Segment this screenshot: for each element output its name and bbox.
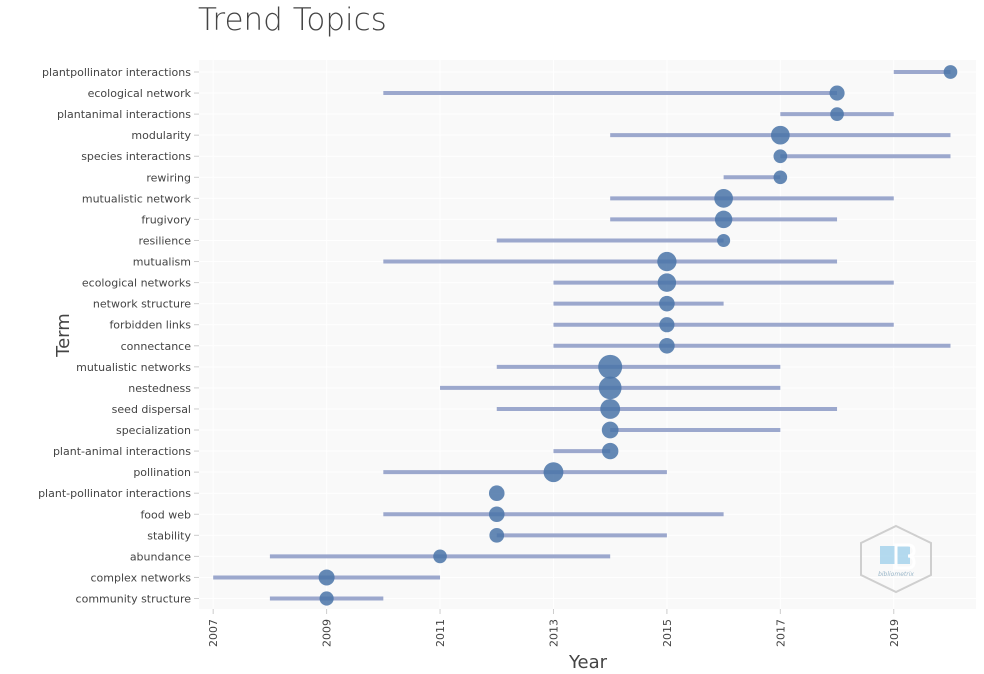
median-year-point[interactable]: [433, 549, 447, 564]
svg-text:bibliometrix: bibliometrix: [878, 571, 914, 578]
term-label: food web: [140, 508, 191, 521]
chart-title: Trend Topics: [198, 2, 387, 38]
x-tick-label: 2017: [774, 619, 787, 647]
median-year-point[interactable]: [714, 188, 733, 208]
term-label: ecological network: [88, 87, 192, 100]
median-year-point[interactable]: [717, 233, 731, 248]
term-label: frugivory: [141, 213, 191, 226]
term-label: plant-pollinator interactions: [38, 487, 191, 500]
term-label: plantpollinator interactions: [42, 66, 191, 79]
median-year-point[interactable]: [319, 591, 334, 606]
term-label: modularity: [131, 129, 191, 142]
median-year-point[interactable]: [657, 273, 677, 292]
term-label: stability: [147, 529, 191, 542]
term-label: forbidden links: [109, 319, 191, 332]
term-label: seed dispersal: [112, 403, 191, 416]
median-year-point[interactable]: [829, 85, 845, 101]
x-tick-label: 2019: [888, 619, 901, 647]
x-tick-label: 2009: [321, 619, 334, 647]
median-year-point[interactable]: [830, 107, 844, 121]
y-tick-labels: plantpollinator interactions ecological n…: [38, 66, 192, 606]
median-year-point[interactable]: [543, 462, 564, 483]
logo-badge: bibliometrix: [860, 524, 932, 594]
x-tick-label: 2013: [547, 619, 560, 647]
term-label: complex networks: [90, 571, 191, 584]
term-label: specialization: [116, 424, 191, 437]
x-tick-label: 2015: [661, 619, 674, 647]
median-year-point[interactable]: [714, 210, 733, 229]
plot-panel: [199, 60, 976, 609]
median-year-point[interactable]: [943, 65, 958, 79]
term-label: abundance: [130, 550, 191, 563]
term-label: nestedness: [128, 382, 191, 395]
term-label: mutualism: [133, 256, 191, 269]
term-label: plantanimal interactions: [57, 108, 191, 121]
term-label: plant-animal interactions: [53, 445, 191, 458]
median-year-point[interactable]: [601, 421, 619, 439]
median-year-point[interactable]: [598, 354, 623, 379]
point-layer: [318, 65, 958, 606]
median-year-point[interactable]: [488, 485, 505, 501]
median-year-point[interactable]: [773, 170, 788, 185]
x-tick-label: 2011: [434, 619, 447, 647]
x-axis-title: Year: [568, 652, 608, 673]
median-year-point[interactable]: [770, 125, 790, 145]
median-year-point[interactable]: [773, 149, 788, 164]
term-label: community structure: [76, 593, 192, 606]
term-label: ecological networks: [82, 277, 191, 290]
median-year-point[interactable]: [489, 527, 505, 543]
term-label: mutualistic networks: [76, 361, 191, 374]
median-year-point[interactable]: [659, 337, 675, 354]
median-year-point[interactable]: [488, 506, 505, 523]
term-label: connectance: [121, 340, 192, 353]
term-label: pollination: [133, 466, 191, 479]
median-year-point[interactable]: [657, 251, 677, 272]
x-tick-labels: 2007 2009 2011 2013 2015 2017 2019: [207, 619, 901, 647]
term-label: network structure: [93, 298, 191, 311]
term-label: species interactions: [81, 150, 191, 163]
term-label: rewiring: [146, 171, 191, 184]
term-label: mutualistic network: [82, 192, 192, 205]
range-layer: [213, 70, 951, 601]
median-year-point[interactable]: [659, 295, 675, 312]
y-axis-title: Term: [53, 313, 74, 358]
median-year-point[interactable]: [598, 376, 622, 400]
median-year-point[interactable]: [659, 317, 675, 333]
median-year-point[interactable]: [318, 569, 335, 586]
median-year-point[interactable]: [600, 399, 621, 419]
term-label: resilience: [138, 234, 191, 247]
median-year-point[interactable]: [601, 442, 619, 460]
x-tick-label: 2007: [207, 619, 220, 647]
